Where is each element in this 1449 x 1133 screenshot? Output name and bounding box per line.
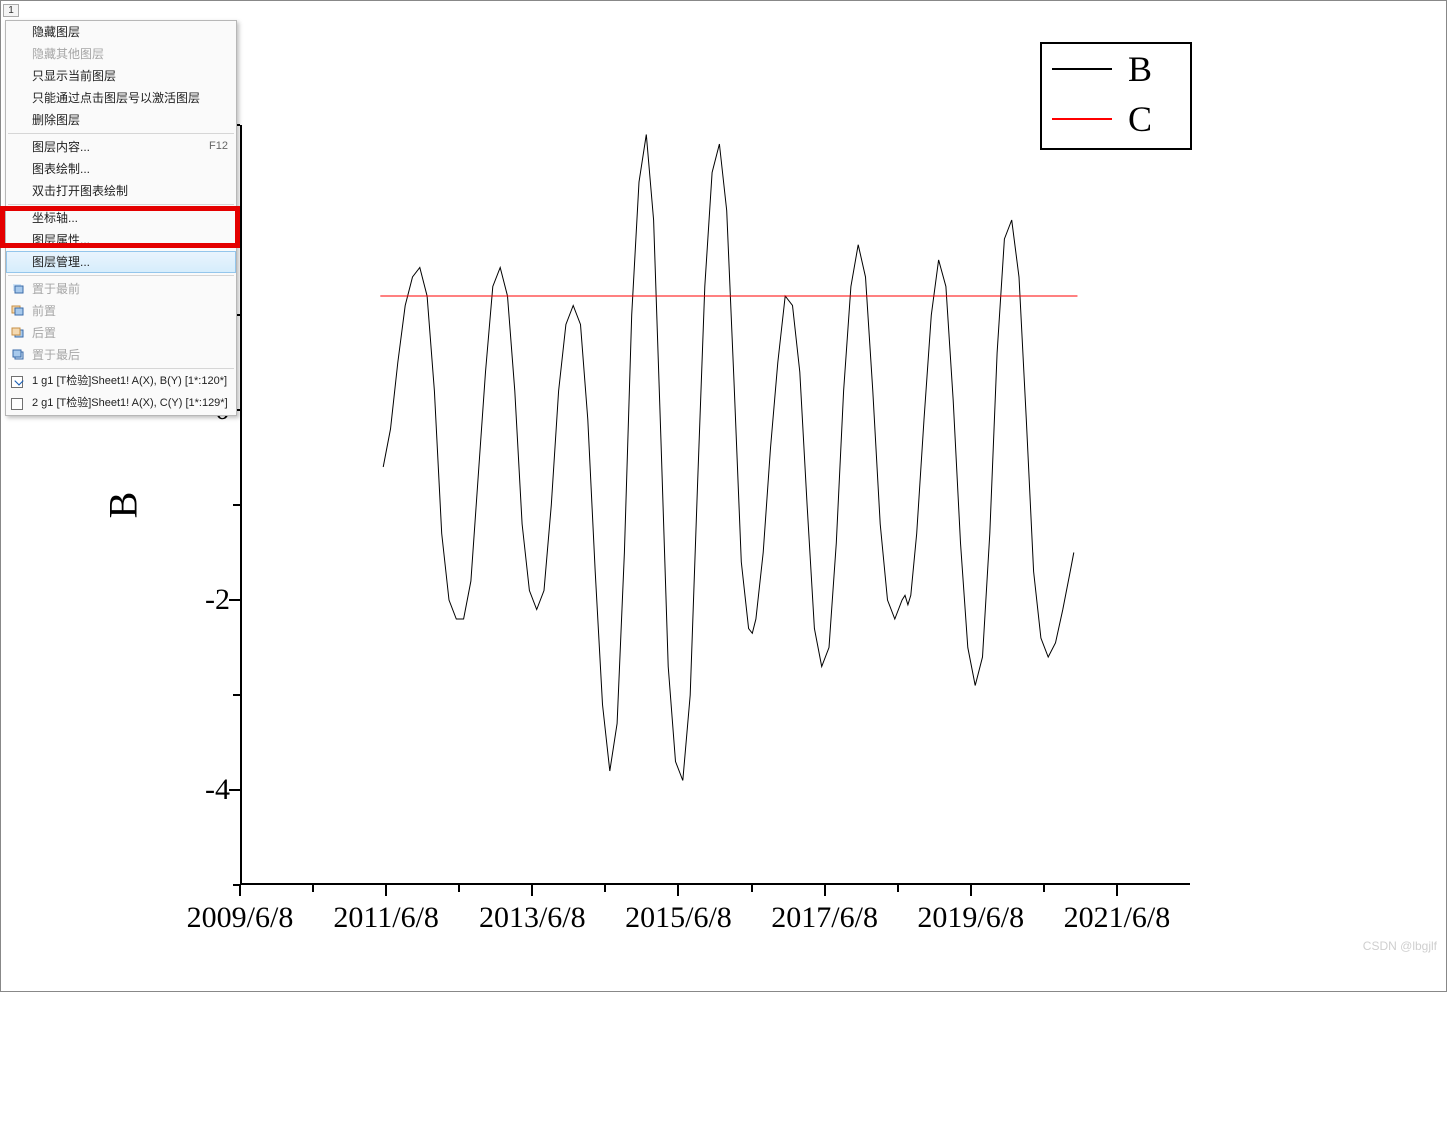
menu-item[interactable]: 只能通过点击图层号以激活图层 (6, 87, 236, 109)
menu-item-label: 隐藏图层 (32, 25, 80, 39)
menu-item-label: 双击打开图表绘制 (32, 184, 128, 198)
x-minor-tick (312, 885, 314, 892)
menu-item-label: 坐标轴... (32, 211, 78, 225)
x-tick-mark (385, 885, 387, 896)
last-icon (11, 349, 25, 361)
menu-item-label: 只能通过点击图层号以激活图层 (32, 91, 200, 105)
menu-item-label: 后置 (32, 326, 56, 340)
x-tick-mark (970, 885, 972, 896)
menu-item-label: 置于最前 (32, 282, 80, 296)
menu-item[interactable]: 双击打开图表绘制 (6, 180, 236, 202)
menu-item-label: 隐藏其他图层 (32, 47, 104, 61)
menu-item[interactable]: 只显示当前图层 (6, 65, 236, 87)
x-tick-label: 2009/6/8 (187, 903, 294, 933)
x-minor-tick (458, 885, 460, 892)
menu-item[interactable]: 隐藏图层 (6, 21, 236, 43)
legend-label-c: C (1128, 101, 1152, 137)
x-tick-label: 2019/6/8 (917, 903, 1024, 933)
series-b-line[interactable] (383, 135, 1074, 781)
menu-separator (8, 368, 234, 369)
front-icon (11, 283, 25, 295)
layer-context-menu: 隐藏图层隐藏其他图层只显示当前图层只能通过点击图层号以激活图层删除图层图层内容.… (5, 20, 237, 416)
menu-series-item[interactable]: 1 g1 [T检验]Sheet1! A(X), B(Y) [1*:120*] (6, 371, 236, 393)
y-minor-tick (233, 694, 240, 696)
menu-item[interactable]: 图层属性... (6, 229, 236, 251)
y-tick-label: -2 (184, 585, 230, 615)
back-icon (11, 327, 25, 339)
x-minor-tick (604, 885, 606, 892)
x-tick-mark (824, 885, 826, 896)
x-tick-mark (1116, 885, 1118, 896)
x-tick-label: 2013/6/8 (479, 903, 586, 933)
legend-swatch-c (1052, 118, 1112, 120)
x-tick-mark (677, 885, 679, 896)
legend-entry-b[interactable]: B (1042, 44, 1190, 94)
x-minor-tick (897, 885, 899, 892)
menu-item-label: 只显示当前图层 (32, 69, 116, 83)
menu-series-item[interactable]: 2 g1 [T检验]Sheet1! A(X), C(Y) [1*:129*] (6, 393, 236, 415)
legend-swatch-b (1052, 68, 1112, 70)
x-tick-mark (239, 885, 241, 896)
series-layer (240, 125, 1190, 885)
menu-series-label: 1 g1 [T检验]Sheet1! A(X), B(Y) [1*:120*] (32, 375, 227, 388)
x-tick-label: 2017/6/8 (771, 903, 878, 933)
checkbox-icon[interactable] (11, 376, 23, 388)
y-tick-label: -4 (184, 775, 230, 805)
y-axis-label: B (103, 492, 143, 519)
menu-series-label: 2 g1 [T检验]Sheet1! A(X), C(Y) [1*:129*] (32, 397, 228, 410)
menu-item-label: 删除图层 (32, 113, 80, 127)
menu-item-label: 图层内容... (32, 140, 90, 154)
x-minor-tick (751, 885, 753, 892)
menu-item: 前置 (6, 300, 236, 322)
menu-item-label: 图表绘制... (32, 162, 90, 176)
menu-item-label: 图层属性... (32, 233, 90, 247)
watermark-text: CSDN @lbgjlf (1363, 940, 1437, 952)
menu-item: 置于最后 (6, 344, 236, 366)
menu-separator (8, 204, 234, 205)
menu-item: 后置 (6, 322, 236, 344)
menu-separator (8, 133, 234, 134)
menu-item[interactable]: 图层管理... (6, 251, 236, 273)
menu-separator (8, 275, 234, 276)
menu-item-label: 前置 (32, 304, 56, 318)
y-minor-tick (233, 504, 240, 506)
menu-item[interactable]: 坐标轴... (6, 207, 236, 229)
legend-entry-c[interactable]: C (1042, 94, 1190, 144)
menu-item-label: 置于最后 (32, 348, 80, 362)
menu-item[interactable]: 删除图层 (6, 109, 236, 131)
y-tick-mark (229, 599, 240, 601)
x-tick-label: 2021/6/8 (1064, 903, 1171, 933)
menu-item: 隐藏其他图层 (6, 43, 236, 65)
x-tick-label: 2015/6/8 (625, 903, 732, 933)
x-tick-label: 2011/6/8 (333, 903, 439, 933)
layer-index-badge[interactable]: 1 (3, 4, 19, 17)
x-minor-tick (1043, 885, 1045, 892)
legend-box[interactable]: B C (1040, 42, 1192, 150)
fwd-icon (11, 305, 25, 317)
menu-item: 置于最前 (6, 278, 236, 300)
menu-item-label: 图层管理... (32, 255, 90, 269)
menu-item[interactable]: 图层内容... F12 (6, 136, 236, 158)
y-tick-mark (229, 789, 240, 791)
menu-item-shortcut: F12 (209, 140, 228, 153)
x-tick-mark (531, 885, 533, 896)
plot-area[interactable]: -4-202 2009/6/82011/6/82013/6/82015/6/82… (240, 125, 1190, 885)
menu-item[interactable]: 图表绘制... (6, 158, 236, 180)
legend-label-b: B (1128, 51, 1152, 87)
checkbox-icon[interactable] (11, 398, 23, 410)
